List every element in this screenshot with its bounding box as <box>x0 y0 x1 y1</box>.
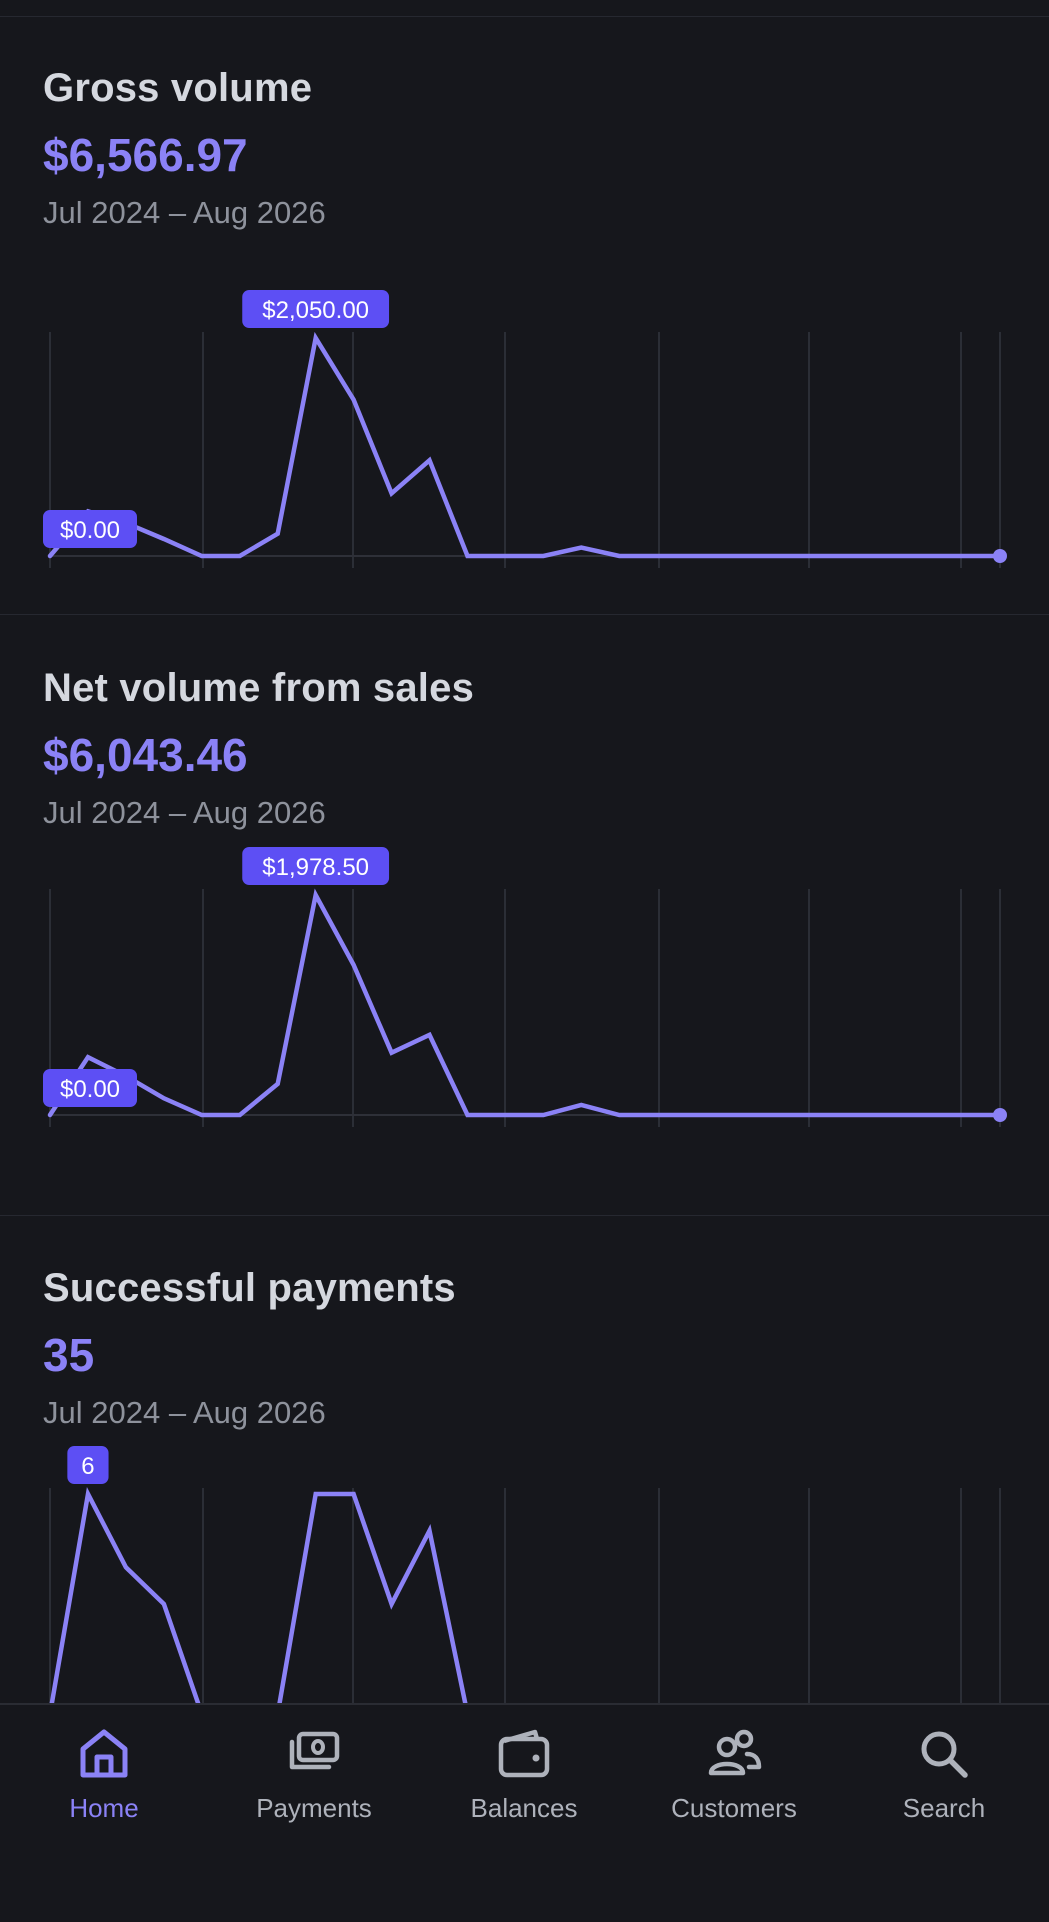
tab-payments[interactable]: Payments <box>224 1725 404 1824</box>
net-volume-card[interactable]: Net volume from sales $6,043.46 Jul 2024… <box>0 615 1049 1215</box>
max-value-label: $2,050.00 <box>242 290 390 328</box>
home-icon <box>80 1729 128 1778</box>
label-pill-text: $0.00 <box>60 1076 120 1103</box>
tab-search[interactable]: Search <box>854 1725 1034 1824</box>
label-pill-bg <box>242 847 390 885</box>
label-pill-bg <box>43 510 137 548</box>
tab-home[interactable]: Home <box>14 1725 194 1824</box>
card-value: $6,566.97 <box>43 129 248 181</box>
label-pill-bg <box>242 290 390 328</box>
series-endpoint <box>993 549 1007 563</box>
card-date-range: Jul 2024 – Aug 2026 <box>43 795 326 830</box>
min-value-label: $0.00 <box>43 510 137 548</box>
label-pill-text: $2,050.00 <box>262 297 369 324</box>
tab-label: Payments <box>256 1793 372 1823</box>
max-value-label: $1,978.50 <box>242 847 390 885</box>
card-title: Gross volume <box>43 66 313 110</box>
successful-payments-chart: 6 <box>49 1446 1001 1703</box>
card-value: $6,043.46 <box>43 729 248 781</box>
tab-label: Customers <box>671 1793 797 1823</box>
card-divider <box>0 614 1049 615</box>
card-title: Net volume from sales <box>43 666 475 710</box>
card-title: Successful payments <box>43 1266 456 1310</box>
payments-icon <box>289 1731 340 1770</box>
label-pill-bg <box>43 1069 137 1107</box>
top-divider <box>0 16 1049 17</box>
label-pill-bg <box>67 1446 109 1484</box>
wallet-icon <box>498 1729 550 1778</box>
gross-volume-chart: $2,050.00 $0.00 <box>43 290 1007 568</box>
tab-balances[interactable]: Balances <box>434 1725 614 1824</box>
net-volume-chart: $1,978.50 $0.00 <box>43 847 1007 1127</box>
tab-customers[interactable]: Customers <box>644 1725 824 1824</box>
series-line <box>47 888 1003 1118</box>
series-line <box>47 331 1003 559</box>
card-divider <box>0 1215 1049 1216</box>
customers-icon <box>708 1729 762 1776</box>
card-value: 35 <box>43 1329 95 1381</box>
tab-label: Search <box>902 1793 986 1823</box>
search-icon <box>921 1731 968 1778</box>
successful-payments-card[interactable]: Successful payments 35 Jul 2024 – Aug 20… <box>0 1216 1049 1703</box>
tab-label: Balances <box>470 1793 578 1823</box>
max-value-label: 6 <box>67 1446 109 1484</box>
tab-label: Home <box>69 1793 139 1823</box>
series-line <box>49 1487 468 1703</box>
min-value-label: $0.00 <box>43 1069 137 1107</box>
gross-volume-card[interactable]: Gross volume $6,566.97 Jul 2024 – Aug 20… <box>0 0 1049 614</box>
card-date-range: Jul 2024 – Aug 2026 <box>43 195 326 230</box>
series-endpoint <box>993 1108 1007 1122</box>
label-pill-text: 6 <box>81 1453 94 1480</box>
bottom-tab-bar: Home Payments Balances Customers Sea <box>0 1703 1049 1922</box>
label-pill-text: $1,978.50 <box>262 854 369 881</box>
label-pill-text: $0.00 <box>60 517 120 544</box>
card-date-range: Jul 2024 – Aug 2026 <box>43 1395 326 1430</box>
